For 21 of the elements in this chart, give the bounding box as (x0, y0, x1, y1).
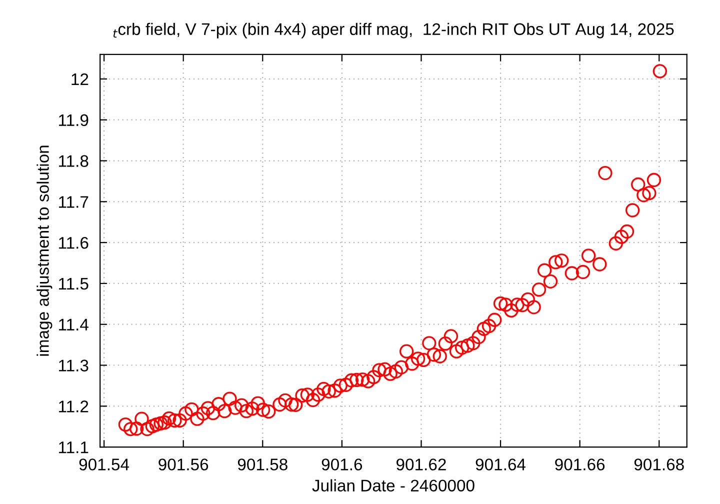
y-tick-label: 11.5 (59, 278, 88, 290)
x-tick-label: 901.66 (555, 458, 605, 470)
x-tick-label: 901.6 (322, 458, 362, 470)
chart-title: $_{t}$crb field, V 7-pix (bin 4x4) aper diff mag, 12-inch RIT Obs UT Aug 14, 2025 (113, 22, 674, 38)
x-axis-title: Julian Date - 2460000 (312, 479, 474, 492)
y-tick-label: 11.9 (59, 114, 88, 126)
x-tick-label: 901.54 (79, 458, 130, 470)
y-tick-label: 11.2 (59, 400, 88, 412)
y-tick-label: 11.4 (59, 318, 88, 330)
y-tick-label: 11.1 (59, 442, 88, 454)
y-tick-label: 11.6 (59, 236, 88, 249)
y-axis-title: image adjustment to solution (36, 146, 52, 356)
y-tick-label: 11.7 (59, 196, 88, 208)
x-tick-label: 901.64 (476, 458, 526, 470)
y-tick-label: 11.3 (59, 360, 88, 372)
x-tick-label: 901.58 (238, 458, 288, 470)
y-tick-label: 12 (72, 73, 88, 86)
x-tick-label: 901.68 (634, 458, 684, 470)
y-tick-label: 11.8 (59, 155, 88, 167)
x-tick-label: 901.56 (158, 458, 208, 470)
x-tick-label: 901.62 (396, 458, 446, 470)
